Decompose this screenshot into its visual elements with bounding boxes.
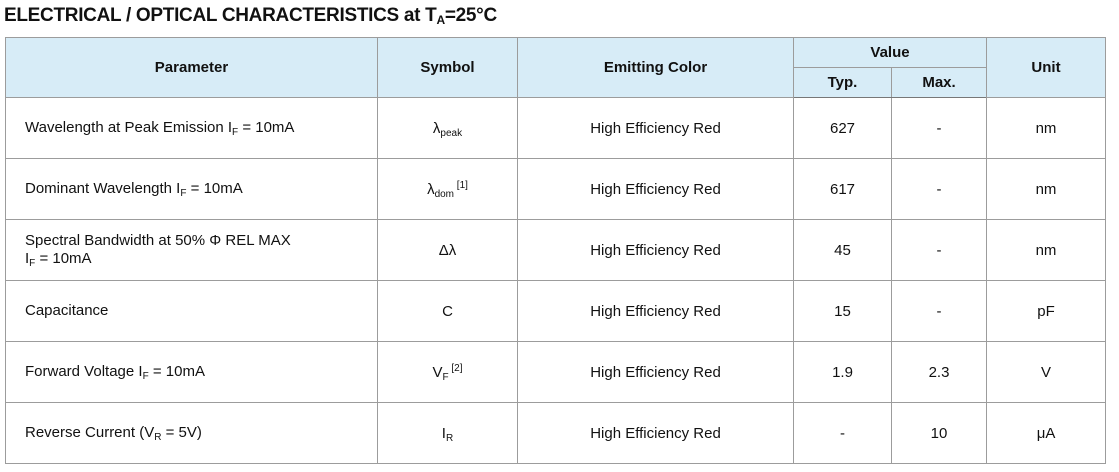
parameter-text: Wavelength at Peak Emission I: [25, 119, 233, 136]
parameter-text: Forward Voltage I: [25, 363, 143, 380]
cell-emitting-color: High Efficiency Red: [517, 219, 794, 281]
cell-parameter: Spectral Bandwidth at 50% Φ REL MAX IF =…: [5, 219, 378, 281]
parameter-subscript: F: [142, 371, 149, 382]
cell-typ: -: [793, 402, 892, 464]
table-row: Forward Voltage IF = 10mA VF [2] High Effi…: [5, 341, 1107, 403]
header-typ: Typ.: [793, 67, 892, 98]
cell-unit: pF: [986, 280, 1107, 342]
table-row: Reverse Current (VR = 5V) IR High Efficien…: [5, 402, 1107, 464]
cell-typ: 45: [793, 219, 892, 281]
cell-max: -: [890, 219, 988, 281]
cell-emitting-color: High Efficiency Red: [517, 97, 794, 159]
cell-symbol: VF [2]: [377, 341, 518, 403]
cell-typ: 1.9: [793, 341, 892, 403]
cell-typ: 617: [793, 158, 892, 220]
table-row: Wavelength at Peak Emission IF = 10mA λpe…: [5, 97, 1107, 159]
header-parameter: Parameter: [5, 37, 378, 98]
parameter-condition: = 10mA: [238, 119, 295, 136]
cell-symbol: C: [377, 280, 518, 342]
symbol-main: V: [432, 363, 443, 381]
cell-emitting-color: High Efficiency Red: [517, 158, 794, 220]
table-row: Capacitance C High Efficiency Red 15- pF: [5, 280, 1107, 342]
symbol-subscript: dom: [434, 188, 455, 200]
cell-symbol: λpeak: [377, 97, 518, 159]
header-value: Value: [792, 37, 988, 68]
cell-emitting-color: High Efficiency Red: [517, 280, 794, 342]
parameter-text: Reverse Current (V: [25, 424, 155, 441]
cell-unit: nm: [986, 219, 1107, 281]
cell-parameter: Dominant Wavelength IF = 10mA: [5, 158, 378, 220]
table-body: Wavelength at Peak Emission IF = 10mA λpe…: [5, 97, 1107, 464]
parameter-subscript: F: [180, 188, 187, 199]
symbol-main: I: [441, 424, 446, 442]
parameter-subscript: F: [29, 258, 36, 269]
subheader-row: Typ. Max.: [6, 67, 1106, 98]
symbol-footnote: [2]: [448, 362, 463, 374]
parameter-line1: Spectral Bandwidth at 50% Φ REL MAX: [25, 232, 291, 249]
cell-parameter: Forward Voltage IF = 10mA: [5, 341, 378, 403]
cell-max: -: [890, 97, 988, 159]
symbol-subscript: F: [442, 371, 449, 383]
parameter-text: Capacitance: [25, 302, 109, 319]
cell-parameter: Wavelength at Peak Emission IF = 10mA: [5, 97, 378, 159]
table-row: Spectral Bandwidth at 50% Φ REL MAX IF =…: [5, 219, 1107, 281]
symbol-main: λ: [427, 180, 435, 198]
header-row: Parameter Symbol Emitting Color Value Un…: [5, 37, 1107, 98]
cell-symbol: λdom [1]: [377, 158, 518, 220]
cell-typ: 627: [793, 97, 892, 159]
cell-emitting-color: High Efficiency Red: [517, 341, 794, 403]
page-title: ELECTRICAL / OPTICAL CHARACTERISTICS at …: [4, 5, 497, 27]
title-suffix: =25°C: [444, 5, 497, 26]
cell-max: -: [890, 280, 988, 342]
cell-parameter: Reverse Current (VR = 5V): [5, 402, 378, 464]
cell-unit: μA: [986, 402, 1107, 464]
parameter-subscript: F: [232, 127, 239, 138]
header-max: Max.: [890, 67, 988, 98]
parameter-subscript: R: [154, 432, 162, 443]
characteristics-table: Parameter Symbol Emitting Color Value Un…: [5, 37, 1107, 464]
cell-unit: nm: [986, 97, 1107, 159]
symbol-subscript: R: [445, 432, 454, 444]
header-symbol: Symbol: [377, 37, 518, 98]
cell-unit: V: [986, 341, 1107, 403]
cell-parameter: Capacitance: [5, 280, 378, 342]
symbol-main: λ: [432, 119, 441, 137]
cell-max: 10: [890, 402, 988, 464]
parameter-condition: = 5V): [161, 424, 202, 441]
cell-symbol: IR: [377, 402, 518, 464]
parameter-condition: = 10mA: [148, 363, 205, 380]
cell-max: 2.3: [890, 341, 988, 403]
table-row: Dominant Wavelength IF = 10mA λdom [1] Hig…: [5, 158, 1107, 220]
header-emitting-color: Emitting Color: [517, 37, 794, 98]
parameter-text: I: [25, 250, 30, 267]
parameter-condition: = 10mA: [186, 180, 243, 197]
parameter-condition: = 10mA: [35, 250, 92, 267]
symbol-main: Δλ: [438, 241, 457, 259]
cell-emitting-color: High Efficiency Red: [517, 402, 794, 464]
symbol-footnote: [1]: [454, 179, 468, 191]
cell-symbol: Δλ: [377, 219, 518, 281]
parameter-text: Dominant Wavelength I: [25, 180, 181, 197]
symbol-main: C: [442, 302, 453, 320]
cell-max: -: [890, 158, 988, 220]
symbol-subscript: peak: [440, 127, 463, 139]
cell-unit: nm: [986, 158, 1107, 220]
title-subscript: A: [436, 13, 445, 27]
cell-typ: 15: [793, 280, 892, 342]
header-unit: Unit: [986, 37, 1107, 98]
title-prefix: ELECTRICAL / OPTICAL CHARACTERISTICS at …: [4, 5, 437, 26]
